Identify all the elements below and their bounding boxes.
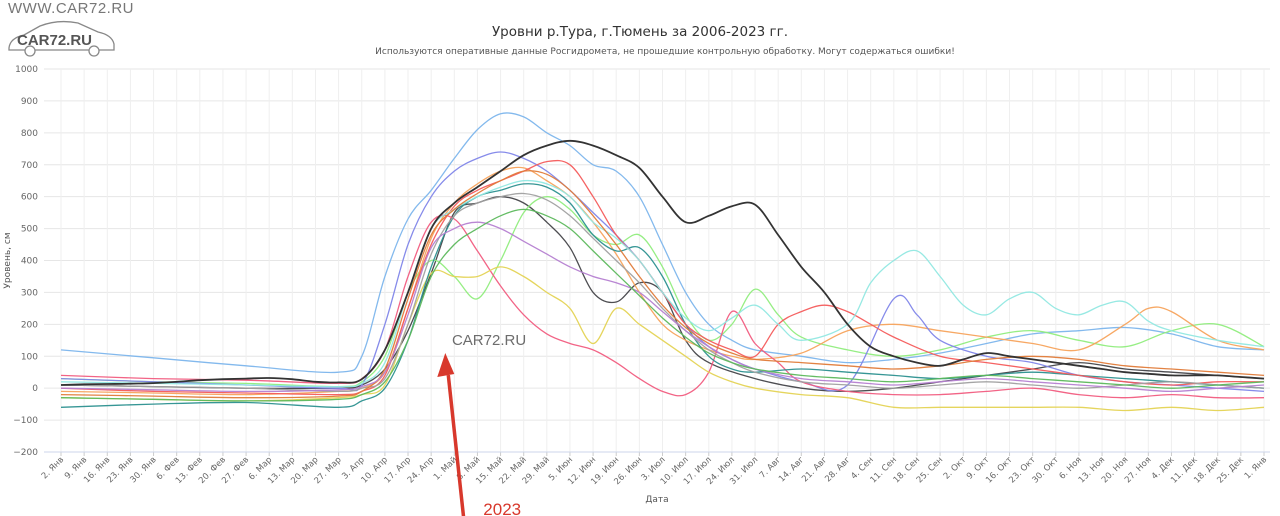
y-tick-label: 300 [21, 288, 38, 298]
series-line [60, 208, 1265, 402]
annotation-year-label: 2023 [483, 500, 521, 516]
car-logo-icon [8, 20, 115, 57]
site-logo: CAR72.RU [6, 14, 118, 62]
chart-grid [44, 68, 1270, 456]
x-tick-label: 2. Янв [40, 455, 66, 481]
chart-subtitle: Используются оперативные данные Росгидро… [375, 47, 955, 57]
series-line [60, 192, 1265, 393]
series-line [60, 112, 1265, 374]
y-axis-title: Уровень, см [3, 232, 13, 288]
y-tick-label: 700 [21, 161, 38, 171]
y-tick-label: 200 [21, 320, 38, 330]
y-tick-label: −100 [13, 416, 38, 426]
x-tick-label: 2. Окт [942, 455, 969, 482]
series-line [60, 266, 1265, 412]
y-tick-label: 0 [32, 384, 38, 394]
y-tick-label: −200 [13, 448, 38, 458]
x-tick-label: 28. Авг [823, 455, 853, 485]
y-tick-label: 100 [21, 352, 38, 362]
y-tick-label: 1000 [15, 65, 38, 75]
site-watermark: WWW.CAR72.RU [8, 0, 134, 17]
series-line [60, 196, 1265, 393]
annotation-arrowhead [437, 353, 455, 378]
y-tick-label: 500 [21, 225, 38, 235]
x-tick-label: 1. Янв [1243, 455, 1269, 481]
center-watermark: CAR72.RU [452, 332, 526, 349]
x-tick-label: 30. Янв [128, 455, 158, 485]
annotation-group: 2023 [437, 353, 521, 516]
annotation-arrow [446, 374, 466, 516]
y-axis-ticks: −200 −100 0 100 200 300 400 500 600 700 800 900 1000 [13, 65, 38, 458]
chart-title: Уровни р.Тура, г.Тюмень за 2006-2023 гг. [491, 24, 789, 40]
series-line [60, 196, 1265, 388]
y-tick-label: 400 [21, 257, 38, 267]
series-line [60, 183, 1265, 408]
y-tick-label: 600 [21, 193, 38, 203]
logo-text: CAR72.RU [17, 32, 93, 49]
y-tick-label: 800 [21, 129, 38, 139]
x-tick-label: 1. Май [432, 455, 459, 482]
y-tick-label: 900 [21, 97, 38, 107]
x-axis-title: Дата [645, 495, 668, 505]
chart-series [60, 112, 1265, 412]
series-line [60, 139, 1265, 386]
